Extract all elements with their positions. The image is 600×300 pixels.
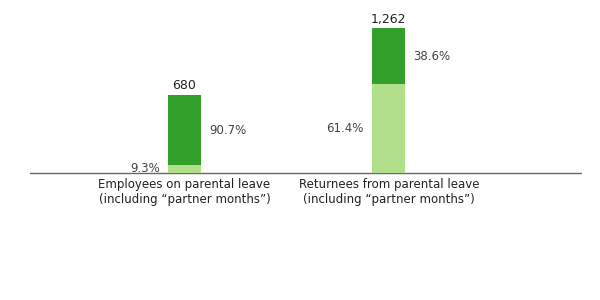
Text: 9.3%: 9.3% xyxy=(130,163,160,176)
Text: Returnees from parental leave
(including “partner months”): Returnees from parental leave (including… xyxy=(299,178,479,206)
Text: 90.7%: 90.7% xyxy=(209,124,247,137)
Bar xyxy=(372,84,406,172)
Text: 38.6%: 38.6% xyxy=(413,50,451,63)
Text: 680: 680 xyxy=(173,79,196,92)
Text: 1,262: 1,262 xyxy=(371,13,407,26)
Text: 61.4%: 61.4% xyxy=(326,122,364,135)
Bar xyxy=(372,28,406,84)
Bar xyxy=(168,165,201,172)
Bar xyxy=(168,95,201,165)
Text: Employees on parental leave
(including “partner months”): Employees on parental leave (including “… xyxy=(98,178,271,206)
